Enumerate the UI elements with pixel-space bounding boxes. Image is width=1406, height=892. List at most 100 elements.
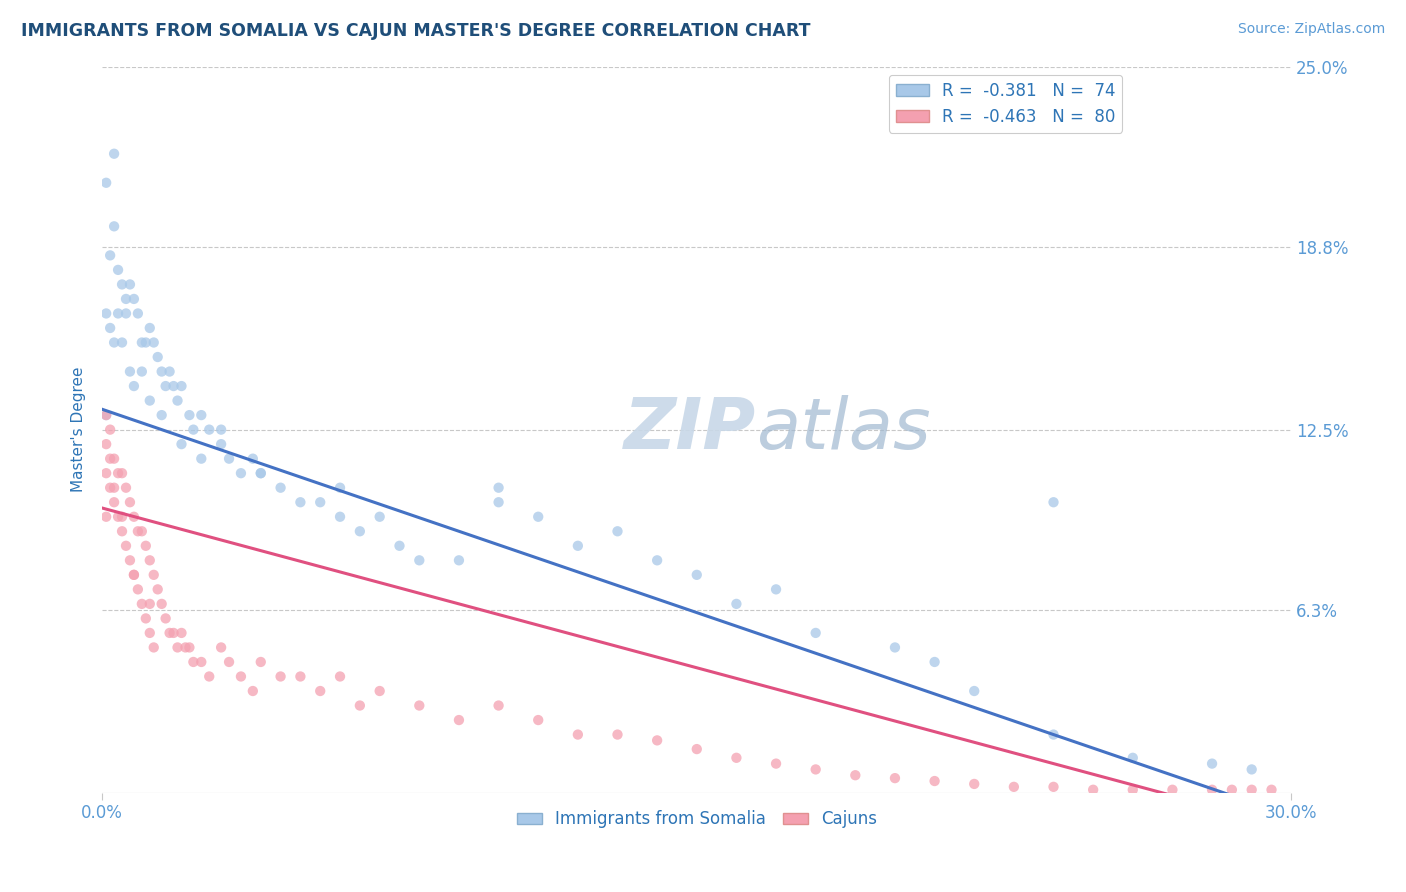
Point: [103, 219, 125, 234]
Point: [270, 669, 292, 683]
Point: [527, 509, 550, 524]
Point: [122, 509, 145, 524]
Point: [107, 466, 129, 480]
Point: [98, 248, 121, 262]
Point: [388, 539, 411, 553]
Point: [349, 698, 371, 713]
Point: [645, 553, 668, 567]
Point: [765, 582, 787, 597]
Point: [170, 379, 193, 393]
Point: [488, 481, 510, 495]
Point: [111, 524, 134, 539]
Point: [1042, 728, 1064, 742]
Point: [118, 553, 141, 567]
Point: [1042, 495, 1064, 509]
Point: [229, 669, 252, 683]
Point: [103, 335, 125, 350]
Point: [127, 524, 149, 539]
Point: [139, 321, 162, 335]
Point: [131, 335, 153, 350]
Point: [115, 306, 138, 320]
Point: [290, 669, 312, 683]
Point: [1240, 763, 1263, 777]
Point: [447, 713, 470, 727]
Point: [1081, 782, 1104, 797]
Point: [183, 423, 205, 437]
Point: [135, 335, 157, 350]
Point: [131, 597, 153, 611]
Point: [408, 698, 430, 713]
Point: [190, 451, 212, 466]
Point: [98, 321, 121, 335]
Point: [1122, 782, 1144, 797]
Point: [118, 365, 141, 379]
Point: [142, 335, 165, 350]
Point: [139, 393, 162, 408]
Point: [96, 466, 118, 480]
Point: [107, 509, 129, 524]
Point: [209, 437, 232, 451]
Point: [103, 495, 125, 509]
Point: [179, 408, 201, 422]
Point: [107, 306, 129, 320]
Text: IMMIGRANTS FROM SOMALIA VS CAJUN MASTER'S DEGREE CORRELATION CHART: IMMIGRANTS FROM SOMALIA VS CAJUN MASTER'…: [21, 22, 811, 40]
Point: [107, 263, 129, 277]
Point: [686, 567, 709, 582]
Point: [166, 393, 188, 408]
Point: [111, 509, 134, 524]
Point: [118, 277, 141, 292]
Point: [765, 756, 787, 771]
Point: [368, 509, 391, 524]
Point: [115, 481, 138, 495]
Point: [309, 495, 332, 509]
Point: [329, 669, 352, 683]
Point: [242, 684, 264, 698]
Point: [98, 423, 121, 437]
Point: [686, 742, 709, 756]
Point: [150, 365, 173, 379]
Point: [329, 509, 352, 524]
Point: [190, 655, 212, 669]
Point: [146, 582, 169, 597]
Point: [170, 626, 193, 640]
Point: [96, 306, 118, 320]
Point: [183, 655, 205, 669]
Point: [135, 611, 157, 625]
Point: [884, 771, 907, 785]
Point: [408, 553, 430, 567]
Point: [209, 423, 232, 437]
Point: [488, 698, 510, 713]
Point: [166, 640, 188, 655]
Point: [139, 597, 162, 611]
Point: [804, 626, 827, 640]
Point: [162, 626, 184, 640]
Point: [96, 408, 118, 422]
Point: [170, 437, 193, 451]
Point: [174, 640, 197, 655]
Point: [270, 481, 292, 495]
Point: [122, 567, 145, 582]
Point: [218, 655, 240, 669]
Point: [1220, 782, 1243, 797]
Point: [146, 350, 169, 364]
Point: [606, 728, 628, 742]
Point: [142, 567, 165, 582]
Point: [159, 626, 181, 640]
Point: [103, 451, 125, 466]
Point: [249, 466, 271, 480]
Point: [98, 481, 121, 495]
Point: [924, 655, 946, 669]
Point: [162, 379, 184, 393]
Point: [218, 451, 240, 466]
Point: [179, 640, 201, 655]
Point: [567, 539, 589, 553]
Point: [122, 567, 145, 582]
Point: [115, 539, 138, 553]
Text: ZIP: ZIP: [624, 395, 756, 464]
Point: [924, 774, 946, 789]
Point: [1122, 751, 1144, 765]
Point: [111, 335, 134, 350]
Point: [96, 176, 118, 190]
Point: [198, 423, 221, 437]
Point: [155, 611, 177, 625]
